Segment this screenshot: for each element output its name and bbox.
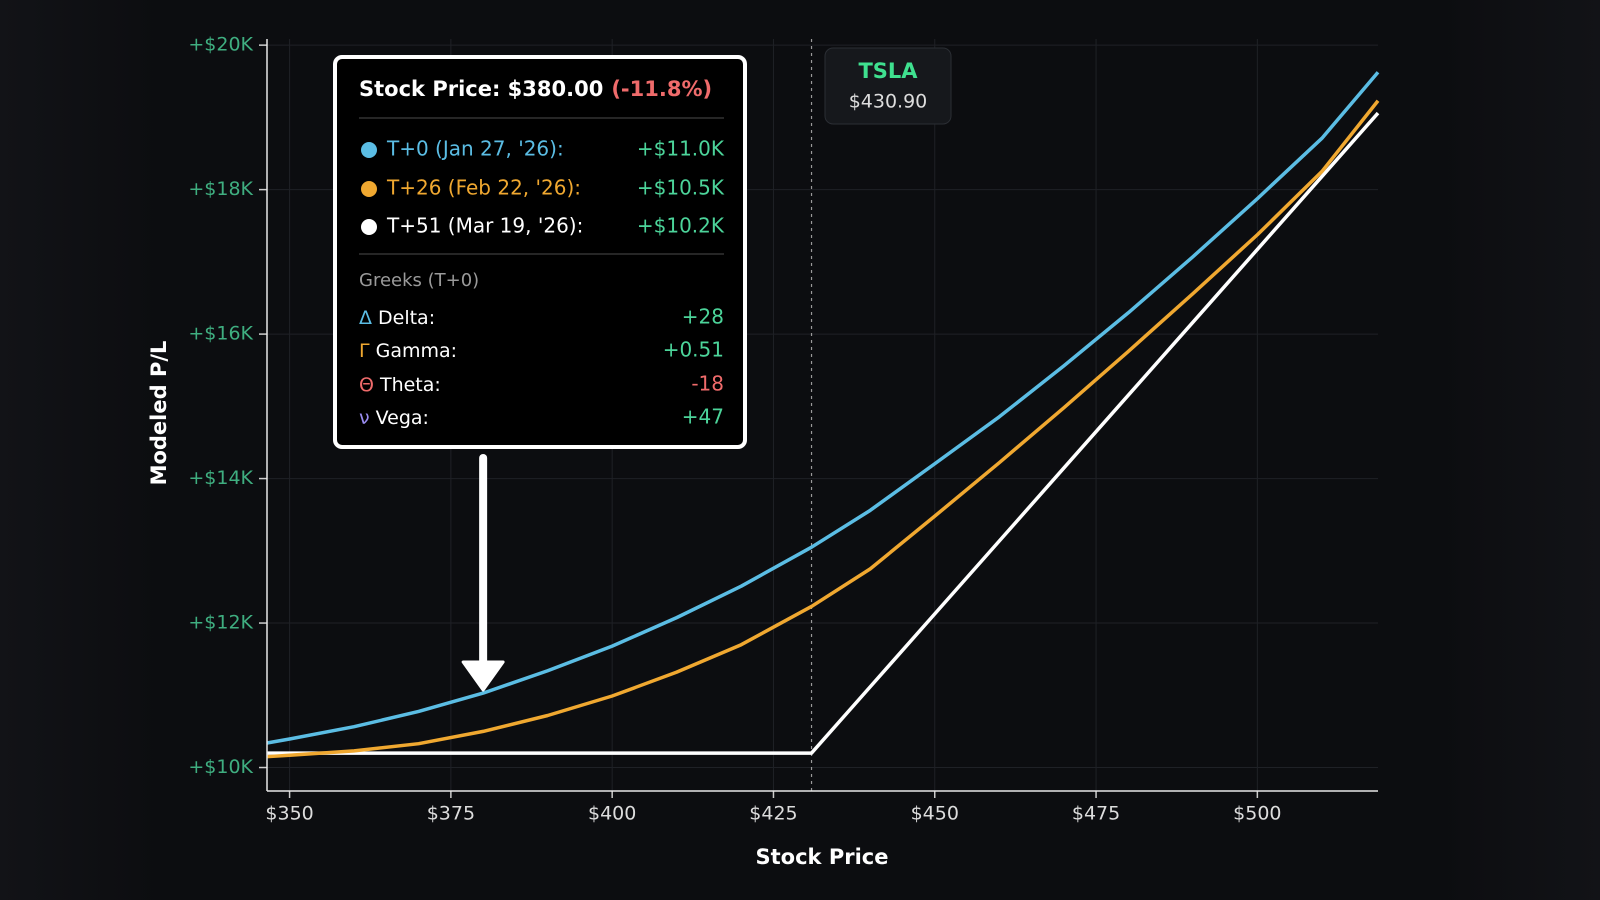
greek-name: Theta: xyxy=(379,374,441,396)
tooltip: Stock Price: $380.00 (-11.8%) Greeks (T+0… xyxy=(333,55,747,449)
y-axis-title: Modeled P/L xyxy=(147,341,171,486)
series-line xyxy=(267,111,1380,755)
y-tick-label: +$10K xyxy=(188,756,253,778)
greek-label: Δ Delta: xyxy=(359,307,435,329)
grid: +$10K +$12K +$14K +$16K +$18K +$20K $350 $375 $4… xyxy=(188,34,1378,825)
x-tick-label: $425 xyxy=(749,803,797,825)
badge-symbol: TSLA xyxy=(858,59,918,83)
greek-symbol: Θ xyxy=(359,374,374,396)
tooltip-title: Stock Price: $380.00 (-11.8%) xyxy=(359,77,712,101)
y-tick-label: +$20K xyxy=(188,34,253,56)
greek-symbol: ν xyxy=(359,407,370,429)
greek-value: +28 xyxy=(682,305,724,329)
tooltip-series-name: T+51 (Mar 19, '26): xyxy=(386,214,583,238)
tooltip-arrow-head xyxy=(461,660,505,692)
x-tick-label: $350 xyxy=(265,803,313,825)
x-tick-label: $375 xyxy=(427,803,475,825)
tooltip-value: +$10.2K xyxy=(637,214,725,238)
tooltip-dot xyxy=(361,219,377,235)
greek-value: +0.51 xyxy=(663,338,724,362)
x-tick-label: $400 xyxy=(588,803,636,825)
y-tick-label: +$18K xyxy=(188,178,253,200)
tooltip-value: +$10.5K xyxy=(637,176,725,200)
greek-symbol: Γ xyxy=(359,340,370,362)
greek-value: +47 xyxy=(682,405,724,429)
greek-symbol: Δ xyxy=(359,307,372,329)
plot xyxy=(266,39,1380,791)
greek-name: Delta: xyxy=(378,307,435,329)
x-axis-title: Stock Price xyxy=(756,845,889,869)
tooltip-series-name: T+26 (Feb 22, '26): xyxy=(386,176,581,200)
tooltip-series-name: T+0 (Jan 27, '26): xyxy=(386,137,564,161)
greek-name: Gamma: xyxy=(376,340,457,362)
greek-value: -18 xyxy=(691,372,724,396)
tooltip-dot xyxy=(361,142,377,158)
tooltip-box xyxy=(333,55,747,449)
price-badge: TSLA $430.90 xyxy=(824,47,952,125)
greek-label: Γ Gamma: xyxy=(359,340,457,362)
greek-label: ν Vega: xyxy=(359,407,429,429)
badge-box xyxy=(824,47,952,125)
greek-label: Θ Theta: xyxy=(359,374,441,396)
x-tick-label: $450 xyxy=(911,803,959,825)
y-tick-label: +$12K xyxy=(188,612,253,634)
greek-name: Vega: xyxy=(376,407,429,429)
tooltip-dot xyxy=(361,181,377,197)
greeks-title: Greeks (T+0) xyxy=(359,270,479,291)
tooltip-value: +$11.0K xyxy=(637,137,725,161)
y-tick-label: +$14K xyxy=(188,467,253,489)
x-tick-label: $475 xyxy=(1072,803,1120,825)
x-tick-label: $500 xyxy=(1233,803,1281,825)
y-tick-label: +$16K xyxy=(188,323,253,345)
series-line xyxy=(266,71,1380,745)
series-line xyxy=(266,99,1380,759)
badge-price: $430.90 xyxy=(849,91,928,113)
tooltip-change: (-11.8%) xyxy=(611,77,712,101)
tooltip-title-text: Stock Price: $380.00 xyxy=(359,77,603,101)
